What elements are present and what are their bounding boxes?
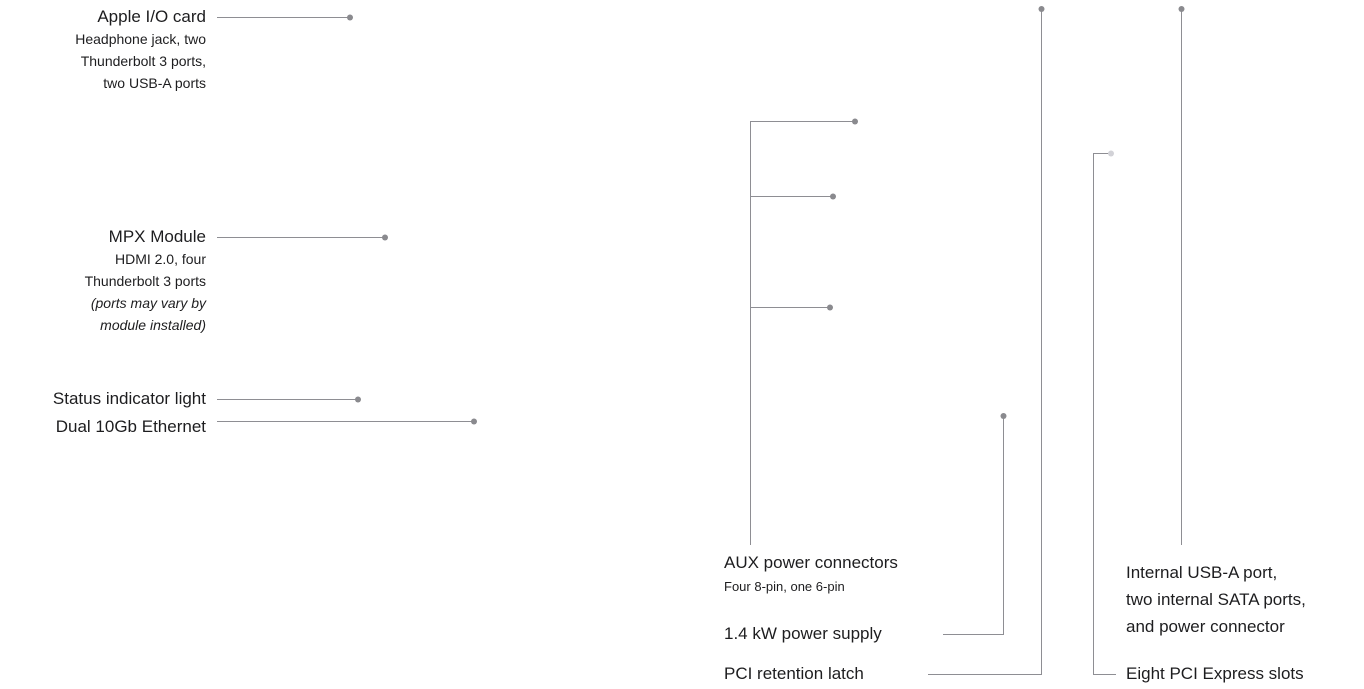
internal-ports-line-1: Internal USB-A port,	[1126, 563, 1278, 582]
mpx-module-desc-line-2: Thunderbolt 3 ports	[84, 273, 206, 289]
power-supply-title: 1.4 kW power supply	[724, 624, 882, 643]
apple-io-card-title: Apple I/O card	[97, 7, 206, 26]
status-indicator-title: Status indicator light	[52, 389, 206, 408]
pci-latch-leader	[928, 9, 1042, 675]
mpx-module-callout: MPX Module HDMI 2.0, four Thunderbolt 3 …	[85, 226, 206, 336]
aux-power-anchor-dot-1	[852, 118, 858, 125]
pci-slots-leader	[1093, 153, 1116, 675]
mpx-module-note-line-2: module installed)	[100, 317, 206, 333]
internal-ports-line-2: two internal SATA ports,	[1126, 590, 1306, 609]
power-supply-anchor-dot	[1000, 413, 1007, 419]
aux-power-title: AUX power connectors	[724, 553, 898, 572]
pci-slots-title: Eight PCI Express slots	[1126, 664, 1304, 683]
apple-io-card-callout: Apple I/O card Headphone jack, two Thund…	[75, 6, 206, 94]
power-supply-callout: 1.4 kW power supply	[724, 623, 882, 645]
apple-io-card-desc-line-2: Thunderbolt 3 ports,	[80, 53, 206, 69]
apple-io-card-desc-line-3: two USB-A ports	[103, 75, 206, 91]
aux-power-anchor-dot-2	[830, 193, 836, 200]
mpx-module-desc-line-1: HDMI 2.0, four	[114, 251, 206, 267]
dual-ethernet-title: Dual 10Gb Ethernet	[55, 417, 206, 436]
apple-io-card-desc-line-1: Headphone jack, two	[75, 31, 206, 47]
pci-latch-title: PCI retention latch	[724, 664, 864, 683]
apple-io-card-anchor-dot	[347, 14, 353, 21]
pci-slots-anchor-dot	[1108, 150, 1114, 157]
dual-ethernet-callout: Dual 10Gb Ethernet	[56, 416, 206, 438]
aux-power-leader-1	[750, 121, 855, 545]
mpx-module-note-line-1: (ports may vary by	[90, 295, 206, 311]
power-supply-leader	[943, 416, 1004, 635]
dual-ethernet-anchor-dot	[471, 418, 477, 425]
internal-ports-line-3: and power connector	[1126, 617, 1285, 636]
mpx-module-anchor-dot	[382, 234, 388, 241]
pci-latch-callout: PCI retention latch	[724, 663, 864, 685]
pci-slots-callout: Eight PCI Express slots	[1126, 663, 1304, 685]
mpx-module-title: MPX Module	[108, 227, 206, 246]
aux-power-callout: AUX power connectors Four 8-pin, one 6-p…	[724, 551, 898, 599]
aux-power-anchor-dot-3	[827, 304, 833, 311]
status-indicator-callout: Status indicator light	[53, 388, 206, 410]
internal-ports-callout: Internal USB-A port, two internal SATA p…	[1126, 559, 1306, 640]
pci-latch-anchor-dot	[1038, 6, 1045, 12]
internal-ports-anchor-dot	[1178, 6, 1185, 12]
status-indicator-anchor-dot	[355, 396, 361, 403]
aux-power-desc: Four 8-pin, one 6-pin	[724, 579, 845, 594]
